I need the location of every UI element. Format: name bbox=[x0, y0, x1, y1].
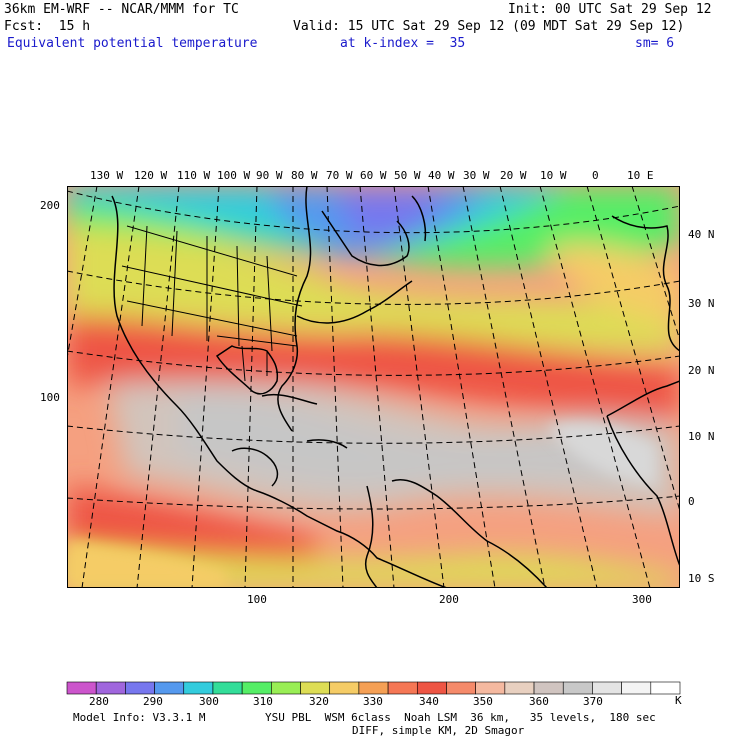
lon-label: 70 W bbox=[326, 169, 353, 182]
colorbar-swatch bbox=[650, 681, 681, 695]
colorbar-swatch bbox=[125, 681, 155, 695]
colorbar bbox=[66, 681, 681, 695]
lat-label: 30 N bbox=[688, 297, 715, 310]
colorbar-swatch bbox=[95, 681, 126, 695]
coastlines bbox=[111, 186, 680, 588]
colorbar-swatch bbox=[329, 681, 360, 695]
model-info: Model Info: V3.3.1 M bbox=[73, 711, 206, 724]
colorbar-swatch bbox=[592, 681, 622, 695]
smoothing-label: sm= 6 bbox=[635, 36, 675, 51]
colorbar-tick: 360 bbox=[529, 695, 549, 708]
colorbar-tick: 300 bbox=[199, 695, 219, 708]
model-title: 36km EM-WRF -- NCAR/MMM for TC bbox=[4, 2, 239, 17]
colorbar-swatch bbox=[358, 681, 389, 695]
colorbar-swatch bbox=[183, 681, 214, 695]
colorbar-swatch bbox=[621, 681, 652, 695]
colorbar-swatch bbox=[562, 681, 593, 695]
colorbar-swatch bbox=[66, 681, 97, 695]
colorbar-tick: 280 bbox=[89, 695, 109, 708]
grid-y-label: 100 bbox=[40, 391, 60, 404]
init-time: Init: 00 UTC Sat 29 Sep 12 bbox=[508, 2, 712, 17]
graticule bbox=[67, 186, 680, 588]
lon-label: 120 W bbox=[134, 169, 168, 182]
map-frame bbox=[67, 186, 680, 588]
physics-info: YSU PBL WSM 6class Noah LSM 36 km, 35 le… bbox=[265, 711, 656, 724]
lat-label: 40 N bbox=[688, 228, 715, 241]
grid-x-label: 300 bbox=[632, 593, 652, 606]
grid-y-label: 200 bbox=[40, 199, 60, 212]
colorbar-swatch bbox=[212, 681, 243, 695]
colorbar-tick: 310 bbox=[253, 695, 273, 708]
lon-label: 50 W bbox=[394, 169, 421, 182]
lat-label: 10 N bbox=[688, 430, 715, 443]
colorbar-swatch bbox=[446, 681, 476, 695]
colorbar-tick: 370 bbox=[583, 695, 603, 708]
lon-label: 0 bbox=[592, 169, 599, 182]
lon-label: 10 W bbox=[540, 169, 567, 182]
lon-label: 90 W bbox=[256, 169, 283, 182]
lon-label: 40 W bbox=[428, 169, 455, 182]
lon-label: 110 W bbox=[177, 169, 211, 182]
colorbar-swatch bbox=[533, 681, 564, 695]
forecast-hour: Fcst: 15 h bbox=[4, 19, 91, 34]
grid-x-label: 100 bbox=[247, 593, 267, 606]
lon-label: 30 W bbox=[463, 169, 490, 182]
diffusion-info: DIFF, simple KM, 2D Smagor bbox=[352, 724, 525, 737]
colorbar-swatch bbox=[504, 681, 535, 695]
state-borders bbox=[121, 225, 303, 382]
colorbar-swatch bbox=[475, 681, 506, 695]
lon-label: 80 W bbox=[291, 169, 318, 182]
lat-label: 10 S bbox=[688, 572, 715, 585]
colorbar-swatch bbox=[271, 681, 301, 695]
field-name: Equivalent potential temperature bbox=[7, 36, 258, 51]
colorbar-swatch bbox=[154, 681, 185, 695]
colorbar-tick: 340 bbox=[419, 695, 439, 708]
lon-label: 60 W bbox=[360, 169, 387, 182]
valid-time: Valid: 15 UTC Sat 29 Sep 12 (09 MDT Sat … bbox=[293, 19, 685, 34]
k-index-level: at k-index = 35 bbox=[340, 36, 466, 51]
colorbar-tick: 290 bbox=[143, 695, 163, 708]
lon-label: 100 W bbox=[217, 169, 251, 182]
colorbar-swatch bbox=[300, 681, 331, 695]
theta-e-map bbox=[67, 186, 680, 588]
lat-label: 0 bbox=[688, 495, 695, 508]
lon-label: 10 E bbox=[627, 169, 654, 182]
colorbar-tick: 330 bbox=[363, 695, 383, 708]
colorbar-unit: K bbox=[675, 694, 682, 707]
lat-label: 20 N bbox=[688, 364, 715, 377]
lon-label: 130 W bbox=[90, 169, 124, 182]
lon-label: 20 W bbox=[500, 169, 527, 182]
colorbar-swatch bbox=[416, 681, 447, 695]
grid-x-label: 200 bbox=[439, 593, 459, 606]
temperature-field bbox=[67, 186, 680, 588]
colorbar-tick: 350 bbox=[473, 695, 493, 708]
colorbar-swatch bbox=[387, 681, 418, 695]
colorbar-tick: 320 bbox=[309, 695, 329, 708]
colorbar-swatch bbox=[241, 681, 272, 695]
